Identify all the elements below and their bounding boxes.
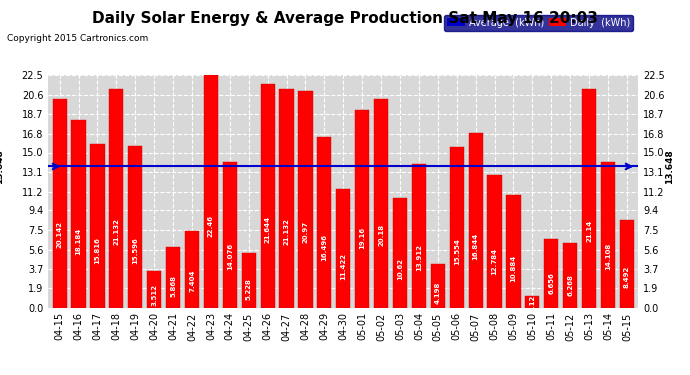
Text: 6.656: 6.656: [549, 273, 554, 294]
Text: 21.132: 21.132: [113, 217, 119, 244]
Text: 21.132: 21.132: [284, 217, 290, 244]
Bar: [563, 243, 578, 308]
Bar: [374, 99, 388, 308]
Bar: [90, 144, 105, 308]
Text: 16.496: 16.496: [322, 234, 327, 261]
Bar: [72, 120, 86, 308]
Text: 13.648: 13.648: [0, 149, 4, 184]
Bar: [412, 164, 426, 308]
Text: 3.512: 3.512: [151, 284, 157, 306]
Text: 12.784: 12.784: [491, 248, 497, 275]
Text: Copyright 2015 Cartronics.com: Copyright 2015 Cartronics.com: [7, 34, 148, 43]
Bar: [317, 137, 331, 308]
Bar: [185, 231, 199, 308]
Text: 15.554: 15.554: [454, 238, 460, 265]
Text: 18.184: 18.184: [75, 228, 81, 255]
Text: 21.14: 21.14: [586, 220, 592, 242]
Bar: [469, 134, 483, 308]
Text: 15.816: 15.816: [95, 237, 101, 264]
Bar: [487, 176, 502, 308]
Bar: [601, 162, 615, 308]
Text: 21.644: 21.644: [265, 216, 270, 243]
Bar: [109, 89, 124, 308]
Text: 15.596: 15.596: [132, 238, 138, 264]
Bar: [355, 110, 369, 308]
Bar: [223, 162, 237, 308]
Text: 10.884: 10.884: [511, 255, 516, 282]
Bar: [261, 84, 275, 308]
Bar: [336, 189, 351, 308]
Text: 19.16: 19.16: [359, 227, 365, 249]
Text: 13.912: 13.912: [416, 244, 422, 271]
Bar: [620, 220, 634, 308]
Text: Daily Solar Energy & Average Production Sat May 16 20:03: Daily Solar Energy & Average Production …: [92, 11, 598, 26]
Text: 20.18: 20.18: [378, 224, 384, 246]
Bar: [544, 239, 558, 308]
Bar: [298, 91, 313, 308]
Bar: [582, 89, 596, 308]
Text: 4.198: 4.198: [435, 281, 441, 303]
Text: 16.844: 16.844: [473, 233, 479, 260]
Text: 13.648: 13.648: [664, 149, 674, 184]
Bar: [241, 254, 256, 308]
Legend: Average  (kWh), Daily  (kWh): Average (kWh), Daily (kWh): [444, 15, 633, 31]
Bar: [431, 264, 445, 308]
Bar: [279, 89, 294, 308]
Bar: [525, 296, 540, 307]
Bar: [450, 147, 464, 308]
Bar: [147, 271, 161, 308]
Text: 5.228: 5.228: [246, 278, 252, 300]
Text: 14.108: 14.108: [605, 243, 611, 270]
Text: 6.268: 6.268: [567, 274, 573, 296]
Bar: [393, 198, 407, 308]
Text: 11.422: 11.422: [340, 253, 346, 280]
Bar: [52, 99, 67, 308]
Text: 20.142: 20.142: [57, 221, 63, 248]
Bar: [506, 195, 520, 308]
Bar: [204, 75, 218, 308]
Text: 7.404: 7.404: [189, 270, 195, 292]
Text: 14.076: 14.076: [227, 243, 233, 270]
Text: 20.97: 20.97: [302, 220, 308, 243]
Bar: [166, 247, 180, 308]
Text: 22.46: 22.46: [208, 215, 214, 237]
Text: 8.492: 8.492: [624, 266, 630, 288]
Text: 5.868: 5.868: [170, 275, 176, 297]
Bar: [128, 146, 142, 308]
Text: 1.12: 1.12: [529, 295, 535, 312]
Text: 10.62: 10.62: [397, 258, 403, 280]
